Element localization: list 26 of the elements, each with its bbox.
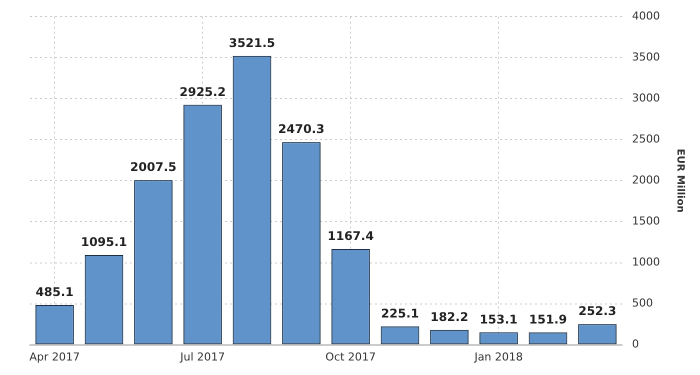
y-axis-title: EUR Million xyxy=(674,148,686,213)
y-tick-label: 4000 xyxy=(632,9,660,22)
y-tick-label: 0 xyxy=(632,338,640,351)
y-tick-label: 1000 xyxy=(632,256,660,269)
y-tick-label: 2500 xyxy=(632,132,660,146)
data-label: 2925.2 xyxy=(180,84,226,99)
data-label: 485.1 xyxy=(36,285,74,300)
y-tick-label: 3000 xyxy=(632,92,660,105)
y-tick-label: 2000 xyxy=(632,174,660,187)
y-tick-label: 1500 xyxy=(632,214,660,228)
data-label: 252.3 xyxy=(578,304,616,318)
x-tick-label: Oct 2017 xyxy=(325,350,376,364)
x-tick-label: Jul 2017 xyxy=(179,350,226,364)
y-tick-label: 500 xyxy=(632,296,654,310)
x-tick-label: Jan 2018 xyxy=(473,350,523,364)
y-tick-label: 3500 xyxy=(632,50,660,64)
data-label: 182.2 xyxy=(430,310,468,324)
data-label: 3521.5 xyxy=(228,36,276,50)
data-label: 1167.4 xyxy=(328,229,374,244)
data-label: 1095.1 xyxy=(80,235,128,250)
data-label: 225.1 xyxy=(381,306,419,320)
data-label: 151.9 xyxy=(529,312,567,326)
data-label: 153.1 xyxy=(480,312,518,326)
data-label: 2007.5 xyxy=(130,160,176,174)
x-tick-label: Apr 2017 xyxy=(29,350,80,364)
data-label: 2470.3 xyxy=(278,122,324,136)
